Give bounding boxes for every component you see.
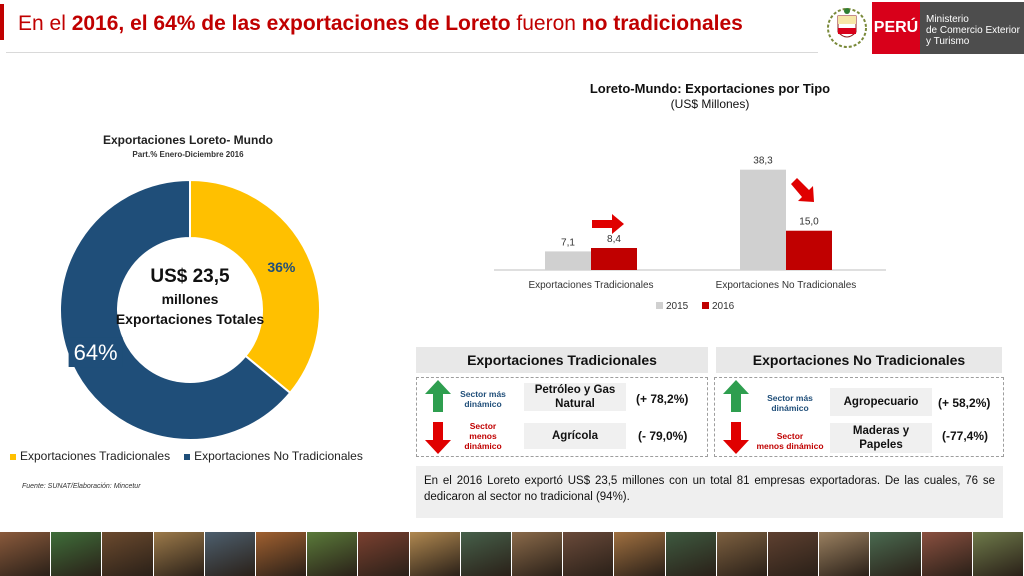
panel-non-traditional-title: Exportaciones No Tradicionales (716, 347, 1002, 373)
photo-tile (614, 532, 666, 576)
bar-2015-0 (545, 251, 591, 270)
bar-value-label-2015-1: 38,3 (753, 156, 773, 167)
panel-non-traditional-top-label: Sector más dinámico (767, 393, 813, 413)
panel-non-traditional-bottom-sector: Maderas y Papeles (830, 423, 932, 453)
photo-tile (460, 532, 513, 576)
photo-tile (0, 532, 52, 576)
panel-traditional-top-label: Sector más dinámico (460, 389, 506, 409)
trend-down-right-arrow-icon (791, 178, 814, 202)
trend-up-arrow-icon (425, 380, 451, 412)
trend-right-arrow-icon (592, 214, 624, 234)
photo-strip (0, 532, 1024, 576)
photo-tile (768, 532, 820, 576)
photo-tile (153, 532, 205, 576)
ministry-line-3: y Turismo (926, 36, 970, 47)
panel-traditional (416, 377, 708, 457)
bar-2016-1 (786, 230, 832, 270)
panel-traditional-bottom-change: (- 79,0%) (638, 429, 688, 443)
donut-label-traditional: 36% (267, 259, 296, 275)
bar-legend-swatch-2015 (656, 302, 663, 309)
bar-value-label-2016-1: 15,0 (799, 217, 819, 228)
donut-slice-traditional (189, 178, 321, 395)
photo-tile (358, 532, 410, 576)
peru-brand-logo: PERÚ (872, 2, 920, 54)
bar-legend-label-2015: 2015 (666, 301, 689, 312)
ministry-line-2: de Comercio Exterior (926, 25, 1020, 36)
title-divider (6, 52, 818, 53)
panel-traditional-bottom-label: Sector menos dinámico (464, 421, 502, 451)
source-note: Fuente: SUNAT/Elaboración: Mincetur (22, 483, 141, 490)
photo-tile (512, 532, 564, 576)
panel-traditional-top-change: (+ 78,2%) (636, 392, 689, 406)
bar-value-label-2016-0: 8,4 (607, 234, 621, 245)
peru-coat-of-arms-icon (827, 8, 867, 48)
title-part-2: fueron (510, 12, 582, 35)
donut-center-unit: millones (161, 291, 219, 307)
bar-category-label-0: Exportaciones Tradicionales (528, 280, 653, 291)
panel-traditional-title: Exportaciones Tradicionales (416, 347, 708, 373)
legend-item-traditional: Exportaciones Tradicionales (10, 449, 170, 463)
donut-legend: Exportaciones Tradicionales Exportacione… (10, 449, 363, 463)
photo-tile (409, 532, 461, 576)
panel-non-traditional (714, 377, 1004, 457)
bar-value-label-2015-0: 7,1 (561, 237, 575, 248)
bar-chart: 7,1 8,4 Exportaciones Tradicionales 38,3 15,… (494, 156, 886, 312)
panel-non-traditional-bottom-label: Sector menos dinámico (756, 431, 824, 451)
bar-2016-0 (591, 248, 637, 270)
bar-2015-1 (740, 169, 786, 270)
bar-legend-swatch-2016 (702, 302, 709, 309)
panel-traditional-bottom-sector: Agrícola (524, 423, 626, 449)
photo-tile (870, 532, 922, 576)
bar-category-label-1: Exportaciones No Tradicionales (716, 280, 857, 291)
photo-tile (204, 532, 257, 576)
bar-chart-subtitle: (US$ Millones) (670, 97, 750, 111)
photo-tile (716, 532, 769, 576)
title-part-0: En el (18, 12, 72, 35)
title-part-3: no tradicionales (581, 12, 743, 35)
photo-tile (256, 532, 308, 576)
title-accent-bar (0, 4, 4, 40)
trend-down-arrow-icon (425, 422, 451, 454)
trend-down-arrow-icon (723, 422, 749, 454)
panel-non-traditional-bottom-change: (-77,4%) (942, 429, 989, 443)
photo-tile (51, 532, 103, 576)
legend-item-non-traditional: Exportaciones No Tradicionales (184, 449, 363, 463)
photo-tile (972, 532, 1024, 576)
photo-tile (665, 532, 717, 576)
ministry-logo: Ministerio de Comercio Exterior y Turism… (920, 2, 1024, 54)
panel-traditional-top-sector: Petróleo y Gas Natural (524, 383, 626, 411)
photo-tile (307, 532, 359, 576)
bar-chart-title: Loreto-Mundo: Exportaciones por Tipo (589, 81, 831, 96)
summary-note: En el 2016 Loreto exportó US$ 23,5 millo… (416, 466, 1003, 518)
donut-chart-title: Exportaciones Loreto- Mundo (102, 133, 273, 147)
photo-tile (921, 532, 973, 576)
photo-tile (819, 532, 871, 576)
trend-up-arrow-icon (723, 380, 749, 412)
photo-tile (563, 532, 615, 576)
panel-non-traditional-top-change: (+ 58,2%) (938, 396, 991, 410)
panel-non-traditional-top-sector: Agropecuario (830, 388, 932, 416)
title-part-1: 2016, el 64% de las exportaciones de Lor… (71, 12, 511, 35)
donut-center-caption: Exportaciones Totales (115, 311, 265, 327)
photo-tile (102, 532, 154, 576)
donut-hole (119, 239, 261, 381)
ministry-line-1: Ministerio (926, 14, 969, 25)
donut-chart-subtitle: Part.% Enero-Diciembre 2016 (132, 150, 244, 159)
donut-slice-non-traditional (59, 178, 292, 441)
page-title: En el 2016, el 64% de las exportaciones … (18, 12, 743, 36)
donut-label-background (68, 337, 123, 368)
bar-legend-label-2016: 2016 (712, 301, 735, 312)
donut-label-non-traditional: 64% (74, 340, 118, 365)
donut-chart: 36% 64% (59, 178, 321, 441)
donut-center-total: US$ 23,5 (150, 266, 230, 287)
